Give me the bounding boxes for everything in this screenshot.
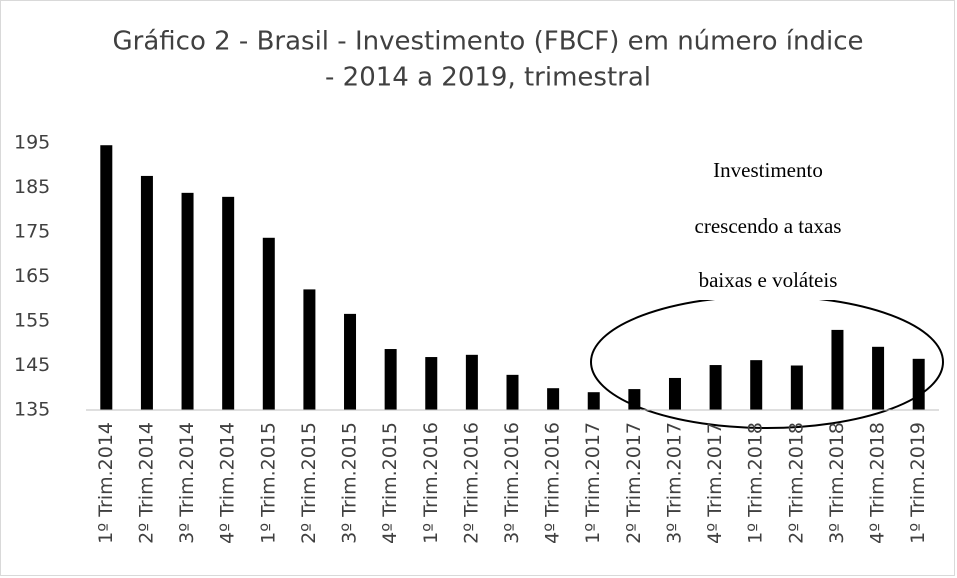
bar — [587, 392, 600, 410]
bar — [384, 349, 397, 410]
bar — [100, 145, 113, 410]
bar — [465, 354, 478, 410]
x-tick-label: 4º Trim.2015 — [379, 422, 401, 544]
bar — [344, 313, 357, 410]
x-tick-label: 4º Trim.2018 — [867, 422, 889, 544]
x-tick-label: 1º Trim.2019 — [907, 422, 929, 544]
annotation: baixas e voláteis — [699, 268, 838, 292]
x-tick-label: 3º Trim.2015 — [339, 422, 361, 544]
bar — [425, 357, 438, 410]
x-tick-label: 2º Trim.2017 — [623, 422, 645, 544]
bar — [547, 388, 560, 410]
x-tick-label: 4º Trim.2017 — [704, 422, 726, 544]
x-tick-label: 1º Trim.2016 — [420, 422, 442, 544]
x-tick-label: 4º Trim.2016 — [542, 422, 564, 544]
bar — [506, 374, 519, 410]
y-tick-label: 165 — [14, 265, 50, 287]
x-tick-label: 2º Trim.2015 — [298, 422, 320, 544]
x-tick-label: 1º Trim.2018 — [745, 422, 767, 544]
y-tick-label: 175 — [14, 221, 50, 243]
bar — [303, 289, 316, 410]
annotation: Investimento — [713, 158, 823, 182]
bar — [709, 365, 722, 410]
bar — [140, 175, 153, 410]
x-tick-label: 2º Trim.2014 — [135, 422, 157, 544]
bar — [668, 377, 681, 410]
y-tick-label: 145 — [14, 354, 50, 376]
x-tick-label: 1º Trim.2015 — [257, 422, 279, 544]
x-tick-label: 1º Trim.2014 — [95, 422, 117, 544]
x-tick-label: 4º Trim.2014 — [217, 422, 239, 544]
chart-title: Gráfico 2 - Brasil - Investimento (FBCF)… — [113, 27, 864, 57]
y-tick-label: 135 — [14, 399, 50, 421]
bar — [872, 346, 885, 410]
x-tick-label: 3º Trim.2018 — [826, 422, 848, 544]
bar — [750, 360, 763, 410]
x-tick-label: 3º Trim.2017 — [663, 422, 685, 544]
annotation: crescendo a taxas — [695, 214, 842, 238]
chart-title: - 2014 a 2019, trimestral — [325, 63, 651, 93]
bar — [790, 365, 803, 410]
y-tick-label: 185 — [14, 176, 50, 198]
y-tick-label: 195 — [14, 132, 50, 154]
annotation-bg — [640, 150, 900, 300]
bar — [831, 329, 844, 410]
x-tick-label: 2º Trim.2018 — [785, 422, 807, 544]
bar — [912, 358, 925, 410]
x-tick-label: 3º Trim.2014 — [176, 422, 198, 544]
bar — [222, 196, 235, 410]
y-tick-label: 155 — [14, 310, 50, 332]
bar — [262, 237, 275, 410]
bar — [181, 192, 194, 410]
bar — [628, 389, 641, 410]
x-tick-label: 2º Trim.2016 — [460, 422, 482, 544]
x-tick-label: 3º Trim.2016 — [501, 422, 523, 544]
x-tick-label: 1º Trim.2017 — [582, 422, 604, 544]
